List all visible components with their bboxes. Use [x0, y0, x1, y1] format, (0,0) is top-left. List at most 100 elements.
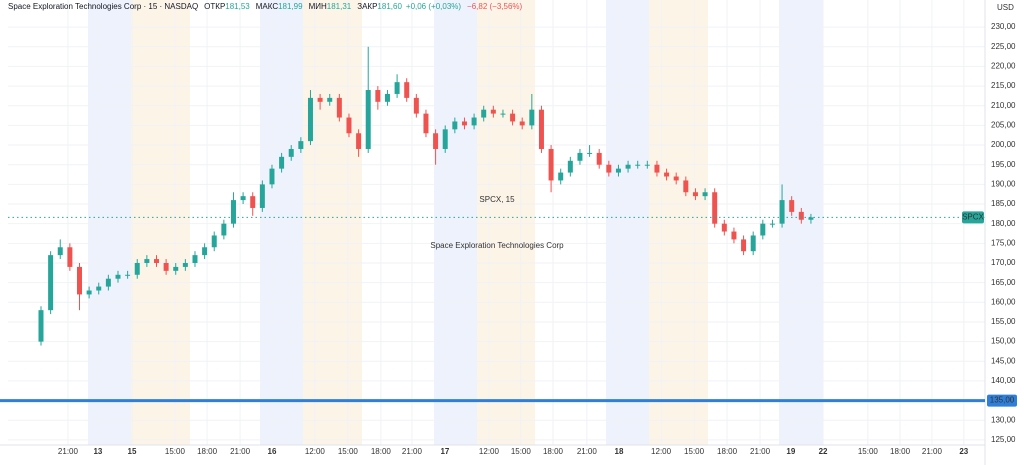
y-tick-label: 185,00 — [991, 199, 1016, 208]
candle-body — [250, 196, 256, 208]
x-tick-label: 21:00 — [577, 447, 598, 456]
candle-body — [105, 278, 111, 287]
candle-body — [423, 113, 429, 134]
y-tick-label: 180,00 — [991, 219, 1016, 228]
candle-body — [510, 113, 516, 122]
session-band — [88, 0, 131, 445]
candle-body — [606, 164, 612, 173]
candle-body — [404, 82, 410, 98]
quote-name: ОТКР — [204, 2, 225, 11]
y-tick-label: 205,00 — [991, 121, 1016, 130]
y-tick-label: 130,00 — [991, 415, 1016, 424]
session-band — [434, 0, 477, 445]
x-tick-label: 12:00 — [305, 447, 326, 456]
candle-body — [500, 113, 506, 115]
y-tick-label: 210,00 — [991, 101, 1016, 110]
candle-body — [769, 223, 775, 225]
quote-name: МАКС — [256, 2, 279, 11]
session-band — [649, 0, 708, 445]
candle-body — [625, 164, 631, 169]
candle-body — [587, 152, 593, 154]
x-tick-label: 21:00 — [922, 447, 943, 456]
quote-value: 181,99 — [278, 2, 303, 11]
hline-tag — [987, 394, 1017, 407]
candle-body — [327, 97, 333, 102]
candle-body — [38, 310, 44, 342]
session-change: −6,82 (−3,56%) — [467, 2, 522, 11]
x-tick-label: 21:00 — [402, 447, 423, 456]
candle-body — [779, 200, 785, 224]
y-tick-label: 215,00 — [991, 81, 1016, 90]
candle-body — [76, 266, 82, 295]
session-band — [477, 0, 535, 445]
candle-body — [125, 274, 131, 276]
x-tick-label: 17 — [440, 447, 449, 456]
candle-body — [461, 121, 467, 126]
x-tick-label: 22 — [819, 447, 828, 456]
candle-body — [144, 259, 150, 263]
change: +0,06 (+0,03%) — [406, 2, 461, 11]
y-tick-label: 230,00 — [991, 22, 1016, 31]
candle-body — [115, 274, 121, 279]
x-tick-label: 21:00 — [58, 447, 79, 456]
quote-name: ЗАКР — [357, 2, 377, 11]
currency: USD — [997, 3, 1014, 12]
candle-body — [702, 192, 708, 197]
x-tick-label: 15:00 — [338, 447, 359, 456]
last-price-tag — [962, 211, 984, 224]
y-tick-label: 190,00 — [991, 179, 1016, 188]
y-tick-label: 125,00 — [991, 435, 1016, 444]
candle-body — [279, 156, 285, 169]
x-tick-label: 21:00 — [230, 447, 251, 456]
quote-value: 181,31 — [327, 2, 352, 11]
candle-body — [240, 196, 246, 201]
quote-name: МИН — [309, 2, 327, 11]
candle-body — [692, 192, 698, 197]
session-band — [131, 0, 190, 445]
y-tick-label: 155,00 — [991, 317, 1016, 326]
x-tick-label: 19 — [786, 447, 795, 456]
candle-body — [558, 172, 564, 181]
y-tick-label: 175,00 — [991, 238, 1016, 247]
candle-body — [644, 164, 650, 166]
candle-body — [365, 90, 371, 149]
last-price-label: SPCX — [962, 212, 984, 221]
candle-body — [683, 180, 689, 193]
x-tick-label: 18:00 — [717, 447, 738, 456]
candle-body — [163, 262, 169, 271]
x-tick-label: 15:00 — [684, 447, 705, 456]
candle-body — [596, 152, 602, 165]
candle-body — [288, 148, 294, 157]
y-tick-label: 140,00 — [991, 376, 1016, 385]
candle-body — [259, 184, 265, 208]
x-tick-label: 15:00 — [511, 447, 532, 456]
candle-body — [375, 90, 381, 102]
candle-body — [202, 247, 208, 256]
candle-body — [519, 121, 525, 126]
candle-body — [230, 200, 236, 224]
candle-body — [490, 109, 496, 114]
candle-body — [798, 211, 804, 220]
candle-body — [413, 97, 419, 114]
candle-body — [153, 259, 159, 263]
x-tick-label: 18:00 — [890, 447, 911, 456]
quote-value: 181,53 — [225, 2, 250, 11]
candle-body — [221, 223, 227, 236]
candle-body — [452, 121, 458, 130]
x-tick-label: 15:00 — [165, 447, 186, 456]
candle-body — [808, 217, 814, 220]
y-tick-label: 225,00 — [991, 42, 1016, 51]
candle-body — [307, 97, 313, 142]
candle-body — [529, 109, 535, 126]
x-tick-label: 15 — [128, 447, 137, 456]
candle-body — [789, 200, 795, 212]
candle-body — [615, 168, 621, 173]
candle-body — [211, 235, 217, 248]
x-tick-label: 21:00 — [750, 447, 771, 456]
candle-body — [394, 82, 400, 94]
x-tick-label: 18:00 — [197, 447, 218, 456]
y-tick-label: 165,00 — [991, 278, 1016, 287]
y-tick-label: 160,00 — [991, 297, 1016, 306]
quote-value: 181,60 — [377, 2, 402, 11]
